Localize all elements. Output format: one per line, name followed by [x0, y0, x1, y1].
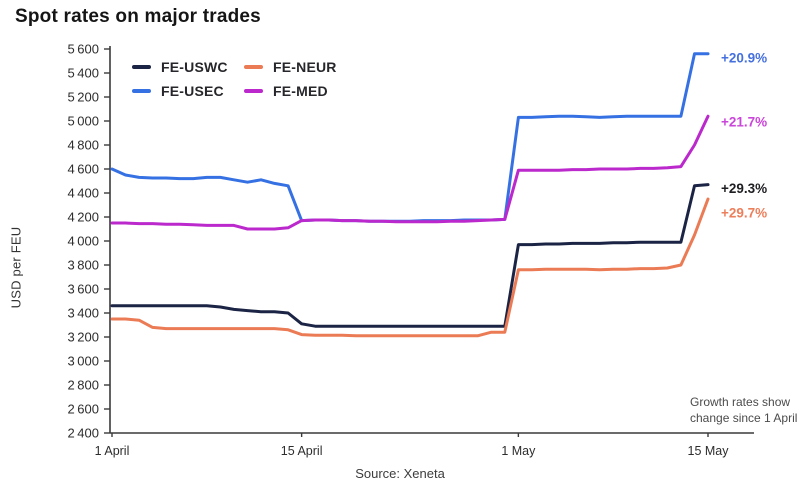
- legend-item-fe-usec: FE-USEC: [132, 83, 244, 99]
- legend-item-fe-neur: FE-NEUR: [244, 59, 354, 75]
- annotation-fe-neur: +29.7%: [721, 206, 767, 221]
- annotation-fe-uswc: +29.3%: [721, 181, 767, 196]
- legend-swatch-fe-uswc: [132, 65, 151, 69]
- legend-swatch-fe-usec: [132, 89, 151, 93]
- y-tick-label: 3 000: [67, 354, 99, 369]
- source-label: Source: Xeneta: [355, 466, 445, 481]
- y-tick-label: 4 400: [67, 186, 99, 201]
- y-tick-label: 5 200: [67, 90, 99, 105]
- legend-label-fe-med: FE-MED: [273, 83, 328, 99]
- y-tick-label: 5 000: [67, 114, 99, 129]
- annotation-fe-med: +21.7%: [721, 115, 767, 130]
- legend-item-fe-med: FE-MED: [244, 83, 354, 99]
- y-tick-label: 4 000: [67, 234, 99, 249]
- chart-legend: FE-USWC FE-NEUR FE-USEC FE-MED: [132, 59, 354, 99]
- y-tick-label: 2 400: [67, 426, 99, 441]
- legend-label-fe-usec: FE-USEC: [161, 83, 224, 99]
- x-tick-label: 15 April: [281, 444, 323, 458]
- growth-note-line1: Growth rates show: [690, 395, 791, 409]
- chart-title: Spot rates on major trades: [15, 6, 261, 27]
- series-line-fe-uswc: [110, 183, 710, 328]
- y-tick-label: 5 600: [67, 42, 99, 57]
- y-tick-label: 3 600: [67, 282, 99, 297]
- y-tick-label: 3 800: [67, 258, 99, 273]
- growth-note-line2: change since 1 April: [690, 411, 798, 425]
- x-tick-label: 1 May: [501, 444, 536, 458]
- annotation-fe-usec: +20.9%: [721, 50, 767, 65]
- legend-label-fe-uswc: FE-USWC: [161, 59, 228, 75]
- y-tick-label: 5 400: [67, 66, 99, 81]
- legend-label-fe-neur: FE-NEUR: [273, 59, 337, 75]
- legend-swatch-fe-neur: [244, 65, 263, 69]
- legend-item-fe-uswc: FE-USWC: [132, 59, 244, 75]
- series-line-fe-med: [110, 114, 710, 231]
- growth-note: Growth rates show change since 1 April: [690, 394, 797, 426]
- y-tick-label: 3 200: [67, 330, 99, 345]
- x-tick-label: 1 April: [95, 444, 130, 458]
- y-tick-label: 4 600: [67, 162, 99, 177]
- legend-swatch-fe-med: [244, 89, 263, 93]
- y-tick-label: 4 200: [67, 210, 99, 225]
- y-tick-label: 2 600: [67, 402, 99, 417]
- y-tick-label: 3 400: [67, 306, 99, 321]
- x-tick-label: 15 May: [688, 444, 730, 458]
- y-tick-label: 4 800: [67, 138, 99, 153]
- y-tick-label: 2 800: [67, 378, 99, 393]
- series-line-fe-neur: [110, 197, 710, 338]
